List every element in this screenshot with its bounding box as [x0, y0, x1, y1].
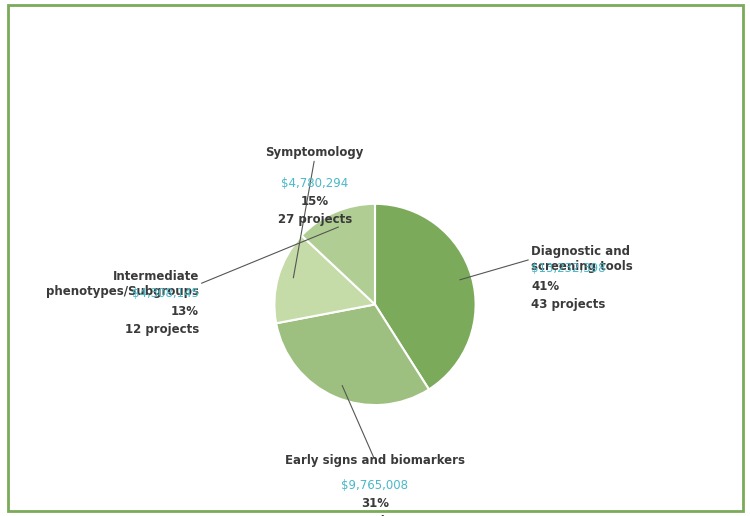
Text: 43 projects: 43 projects [531, 298, 605, 311]
Text: 41%: 41% [531, 280, 559, 293]
Wedge shape [274, 236, 375, 324]
Text: $4,780,294: $4,780,294 [281, 176, 348, 190]
Text: 12 projects: 12 projects [124, 323, 199, 336]
Wedge shape [276, 304, 429, 405]
Text: $9,765,008: $9,765,008 [341, 478, 409, 492]
Wedge shape [302, 204, 375, 304]
Text: Funding by Subcategory: Funding by Subcategory [280, 85, 470, 99]
Text: 52 projects: 52 projects [338, 515, 412, 516]
Text: $4,308,145: $4,308,145 [132, 287, 199, 300]
Text: 2015: 2015 [344, 28, 406, 47]
Text: QUESTION 1:  SCREENING & DIAGNOSIS: QUESTION 1: SCREENING & DIAGNOSIS [206, 55, 544, 70]
Text: 15%: 15% [301, 195, 328, 208]
Text: Intermediate
phenotypes/Subgroups: Intermediate phenotypes/Subgroups [46, 270, 199, 298]
Text: 27 projects: 27 projects [278, 213, 352, 226]
Text: 13%: 13% [171, 305, 199, 318]
Wedge shape [375, 204, 476, 390]
Text: $13,232,398: $13,232,398 [531, 262, 605, 275]
Text: Early signs and biomarkers: Early signs and biomarkers [285, 454, 465, 467]
Text: Symptomology: Symptomology [266, 146, 364, 158]
Text: Diagnostic and
screening tools: Diagnostic and screening tools [531, 245, 633, 273]
Text: 31%: 31% [361, 496, 389, 510]
